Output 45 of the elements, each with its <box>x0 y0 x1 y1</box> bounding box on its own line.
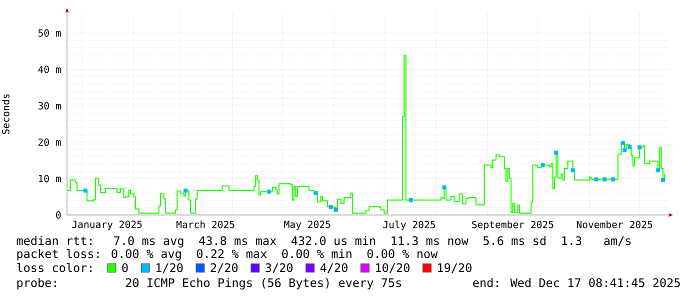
legend-label: 19/20 <box>438 263 472 274</box>
point <box>656 168 660 172</box>
text: packet loss: 0.00 % avg 0.22 % max 0.00 % min 0.00 % now <box>17 248 438 261</box>
legend-label: 10/20 <box>376 263 410 274</box>
text: median rtt: 7.0 ms avg 43.8 ms max 432.0 us min 11.3 ms now 5.6 ms sd 1.3 am/s <box>16 236 631 248</box>
point <box>408 198 413 202</box>
point <box>622 148 627 152</box>
legend-label: 3/20 <box>266 263 293 274</box>
y-tick-label: 50 m <box>38 29 61 37</box>
y-tick-label: 30 m <box>38 102 61 110</box>
y-tick-label: 10 m <box>38 174 61 182</box>
x-tick-label: November 2025 <box>576 220 652 228</box>
point <box>554 150 558 155</box>
y-tick-label: 20 m <box>38 138 61 146</box>
y-tick-label: 40 m <box>38 66 61 74</box>
point <box>184 188 188 193</box>
x-tick-label: March 2025 <box>176 220 234 228</box>
point <box>83 188 88 193</box>
point <box>638 145 642 150</box>
legend-title: loss color: <box>17 262 92 272</box>
legend-label: 2/20 <box>210 263 238 274</box>
point <box>610 177 615 182</box>
point <box>602 177 607 182</box>
x-tick-label: January 2025 <box>72 220 142 230</box>
point <box>442 185 446 190</box>
legend-label: 4/20 <box>320 263 348 274</box>
legend-label: 1/20 <box>156 263 183 274</box>
point <box>267 190 272 194</box>
text: probe: 20 ICMP Echo Pings (56 Bytes) every 75s <box>17 278 401 290</box>
x-tick-label: July 2025 <box>383 220 435 230</box>
y-axis-title: Seconds <box>2 94 10 134</box>
text: end: Wed Dec 17 08:41:45 2025 <box>473 278 680 288</box>
point <box>314 191 318 196</box>
point <box>328 204 333 209</box>
point <box>660 178 665 182</box>
point <box>334 208 338 212</box>
point <box>540 163 545 168</box>
x-tick-label: May 2025 <box>284 220 330 230</box>
y-tick-label: 0 <box>56 211 61 219</box>
legend-label: 0 <box>122 263 128 272</box>
point <box>570 168 575 172</box>
point <box>628 144 632 149</box>
x-tick-label: September 2025 <box>472 220 554 230</box>
point <box>594 177 598 182</box>
point <box>620 140 625 145</box>
